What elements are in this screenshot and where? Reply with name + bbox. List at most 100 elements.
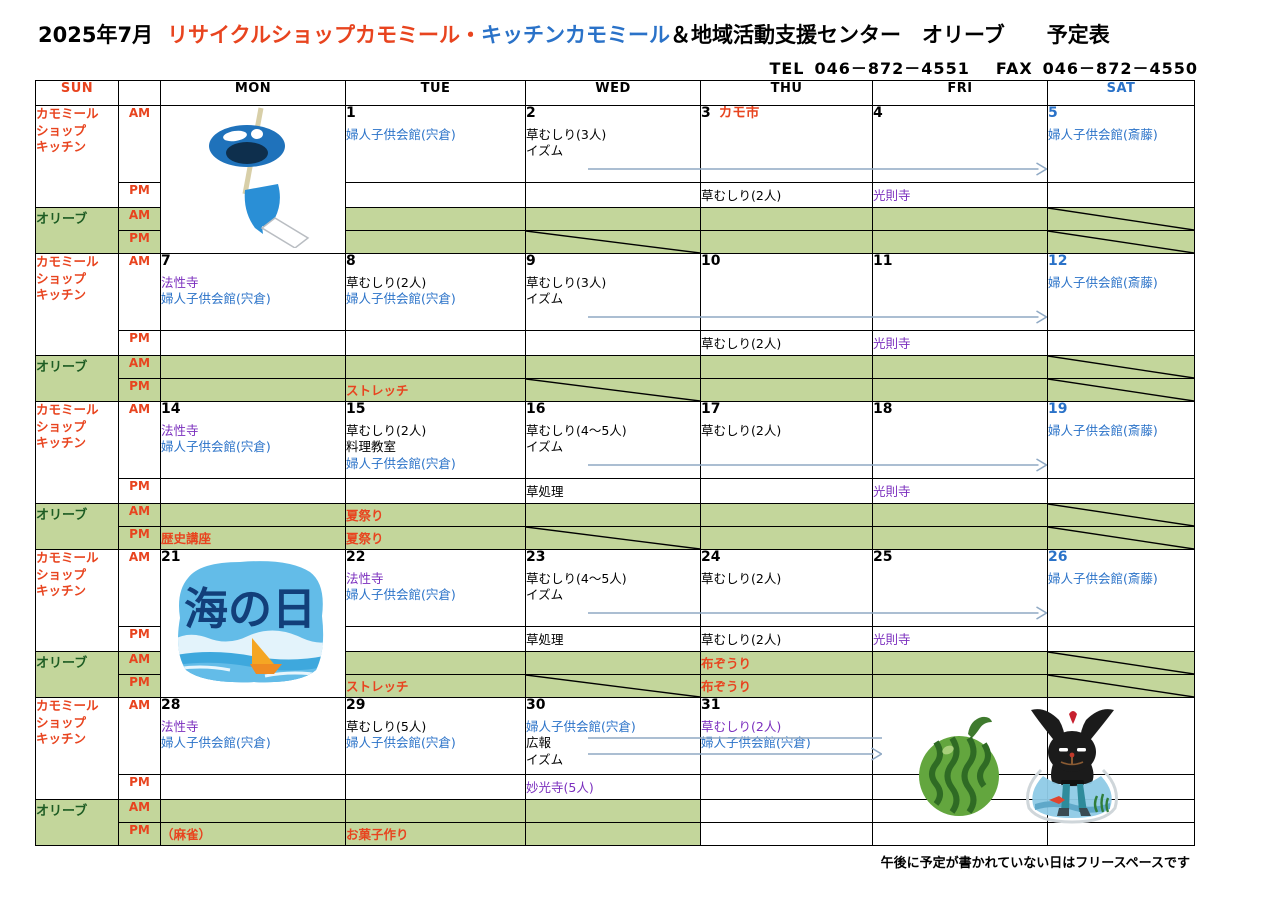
day-cell-pm[interactable]: 草むしり(2人) bbox=[700, 626, 873, 652]
olive-cell-am[interactable] bbox=[525, 503, 701, 527]
event-item[interactable]: （麻雀） bbox=[161, 827, 212, 842]
day-cell-am[interactable]: 11 bbox=[872, 253, 1048, 331]
olive-cell-am[interactable] bbox=[525, 207, 701, 231]
day-cell-am[interactable] bbox=[1047, 697, 1195, 775]
olive-cell-am[interactable] bbox=[1047, 355, 1195, 379]
event-item[interactable]: 夏祭り bbox=[346, 531, 384, 546]
olive-cell-pm[interactable] bbox=[872, 526, 1048, 550]
event-item[interactable]: 法性寺 bbox=[346, 570, 384, 586]
event-item[interactable]: お菓子作り bbox=[346, 827, 409, 842]
day-cell-pm[interactable] bbox=[700, 774, 873, 800]
event-item[interactable]: 草むしり(2人) bbox=[701, 718, 782, 734]
olive-cell-am[interactable] bbox=[525, 651, 701, 675]
event-item[interactable]: 草むしり(3人) bbox=[526, 126, 607, 142]
day-cell-am[interactable]: 7 法性寺 婦人子供会館(宍倉) bbox=[160, 253, 346, 331]
olive-cell-am[interactable] bbox=[345, 355, 526, 379]
event-item[interactable]: 草むしり(2人) bbox=[346, 274, 427, 290]
day-cell-pm[interactable] bbox=[700, 478, 873, 504]
event-item[interactable]: 料理教室 bbox=[346, 439, 397, 455]
olive-cell-pm[interactable] bbox=[700, 230, 873, 254]
event-item[interactable]: 草むしり(5人) bbox=[346, 718, 427, 734]
day-cell-am[interactable]: 29 草むしり(5人) 婦人子供会館(宍倉) bbox=[345, 697, 526, 775]
olive-cell-pm[interactable] bbox=[525, 526, 701, 550]
olive-cell-pm[interactable]: 夏祭り bbox=[345, 526, 526, 550]
day-cell-am[interactable]: 9 草むしり(3人) イズム bbox=[525, 253, 701, 331]
olive-cell-am[interactable] bbox=[525, 799, 701, 823]
day-cell-am[interactable]: 28 法性寺 婦人子供会館(宍倉) bbox=[160, 697, 346, 775]
olive-cell-am[interactable] bbox=[872, 651, 1048, 675]
event-item[interactable]: 草むしり(2人) bbox=[701, 336, 782, 351]
olive-cell-pm[interactable]: 歴史講座 bbox=[160, 526, 346, 550]
day-cell-pm[interactable] bbox=[525, 330, 701, 356]
olive-cell-pm[interactable] bbox=[700, 378, 873, 402]
olive-cell-am[interactable]: 夏祭り bbox=[345, 503, 526, 527]
day-cell-am[interactable]: 3 カモ市 bbox=[700, 105, 873, 183]
day-cell-pm[interactable] bbox=[160, 478, 346, 504]
olive-cell-pm[interactable] bbox=[525, 230, 701, 254]
event-item[interactable]: 婦人子供会館(宍倉) bbox=[346, 291, 456, 307]
day-cell-am[interactable]: 4 bbox=[872, 105, 1048, 183]
event-item[interactable]: 婦人子供会館(宍倉) bbox=[346, 587, 456, 603]
olive-cell-pm[interactable] bbox=[1047, 526, 1195, 550]
event-item[interactable]: 光則寺 bbox=[873, 336, 911, 351]
event-item[interactable]: 布ぞうり bbox=[701, 679, 752, 694]
event-item[interactable]: 草むしり(2人) bbox=[701, 422, 782, 438]
event-item[interactable]: ストレッチ bbox=[346, 679, 409, 694]
event-item[interactable]: 婦人子供会館(斎藤) bbox=[1048, 422, 1158, 438]
olive-cell-am[interactable] bbox=[345, 799, 526, 823]
day-cell-am[interactable]: 1 婦人子供会館(宍倉) bbox=[345, 105, 526, 183]
olive-cell-pm[interactable] bbox=[1047, 378, 1195, 402]
olive-cell-pm[interactable]: 布ぞうり bbox=[700, 674, 873, 698]
event-item[interactable]: 法性寺 bbox=[161, 718, 199, 734]
event-item[interactable]: イズム bbox=[526, 751, 564, 767]
event-item[interactable]: 布ぞうり bbox=[701, 656, 752, 671]
event-item[interactable]: 婦人子供会館(宍倉) bbox=[161, 291, 271, 307]
day-cell-am[interactable]: 31 草むしり(2人) 婦人子供会館(宍倉) bbox=[700, 697, 873, 775]
event-item[interactable]: 草むしり(4〜5人) bbox=[526, 422, 627, 438]
event-item[interactable]: 広報 bbox=[526, 735, 552, 751]
day-cell-am[interactable]: 10 bbox=[700, 253, 873, 331]
event-item[interactable]: 草むしり(2人) bbox=[701, 570, 782, 586]
day-cell-pm[interactable]: 草むしり(2人) bbox=[700, 182, 873, 208]
olive-cell-am[interactable] bbox=[345, 651, 526, 675]
day-cell-pm[interactable]: 光則寺 bbox=[872, 182, 1048, 208]
event-item[interactable]: 婦人子供会館(宍倉) bbox=[701, 735, 811, 751]
olive-cell-am[interactable] bbox=[345, 207, 526, 231]
event-item[interactable]: 婦人子供会館(斎藤) bbox=[1048, 274, 1158, 290]
day-cell-pm[interactable]: 妙光寺(5人) bbox=[525, 774, 701, 800]
event-item[interactable]: 草むしり(4〜5人) bbox=[526, 570, 627, 586]
day-cell-pm[interactable] bbox=[1047, 478, 1195, 504]
day-cell-am[interactable] bbox=[872, 697, 1048, 775]
day-cell-pm[interactable]: 草処理 bbox=[525, 626, 701, 652]
event-item[interactable]: 婦人子供会館(宍倉) bbox=[346, 455, 456, 471]
day-cell-pm[interactable]: 草むしり(2人) bbox=[700, 330, 873, 356]
event-item[interactable]: 婦人子供会館(宍倉) bbox=[346, 126, 456, 142]
day-cell-am[interactable]: 19 婦人子供会館(斎藤) bbox=[1047, 401, 1195, 479]
olive-cell-pm[interactable] bbox=[872, 674, 1048, 698]
olive-cell-pm[interactable] bbox=[1047, 674, 1195, 698]
olive-cell-am[interactable] bbox=[872, 799, 1048, 823]
event-item[interactable]: イズム bbox=[526, 439, 564, 455]
olive-cell-pm[interactable] bbox=[700, 526, 873, 550]
day-cell-pm[interactable] bbox=[345, 774, 526, 800]
day-cell-am[interactable]: 8 草むしり(2人) 婦人子供会館(宍倉) bbox=[345, 253, 526, 331]
event-item[interactable]: 草処理 bbox=[526, 484, 564, 499]
day-cell-am[interactable]: 23 草むしり(4〜5人) イズム bbox=[525, 549, 701, 627]
event-item[interactable]: イズム bbox=[526, 143, 564, 159]
day-cell-am[interactable]: 25 bbox=[872, 549, 1048, 627]
day-cell-am[interactable]: 2 草むしり(3人) イズム bbox=[525, 105, 701, 183]
day-cell-illustration[interactable]: 21 bbox=[160, 549, 346, 698]
event-item[interactable]: 夏祭り bbox=[346, 508, 384, 523]
event-item[interactable]: 婦人子供会館(斎藤) bbox=[1048, 126, 1158, 142]
day-cell-am[interactable]: 14 法性寺 婦人子供会館(宍倉) bbox=[160, 401, 346, 479]
olive-cell-am[interactable] bbox=[525, 355, 701, 379]
olive-cell-am[interactable] bbox=[1047, 799, 1195, 823]
olive-cell-pm[interactable]: ストレッチ bbox=[345, 674, 526, 698]
day-cell-pm[interactable] bbox=[1047, 626, 1195, 652]
olive-cell-am[interactable] bbox=[700, 503, 873, 527]
day-cell-pm[interactable]: 草処理 bbox=[525, 478, 701, 504]
day-cell-illustration[interactable] bbox=[160, 105, 346, 254]
event-item[interactable]: 婦人子供会館(宍倉) bbox=[161, 735, 271, 751]
event-item[interactable]: 光則寺 bbox=[873, 188, 911, 203]
day-cell-am[interactable]: 24 草むしり(2人) bbox=[700, 549, 873, 627]
